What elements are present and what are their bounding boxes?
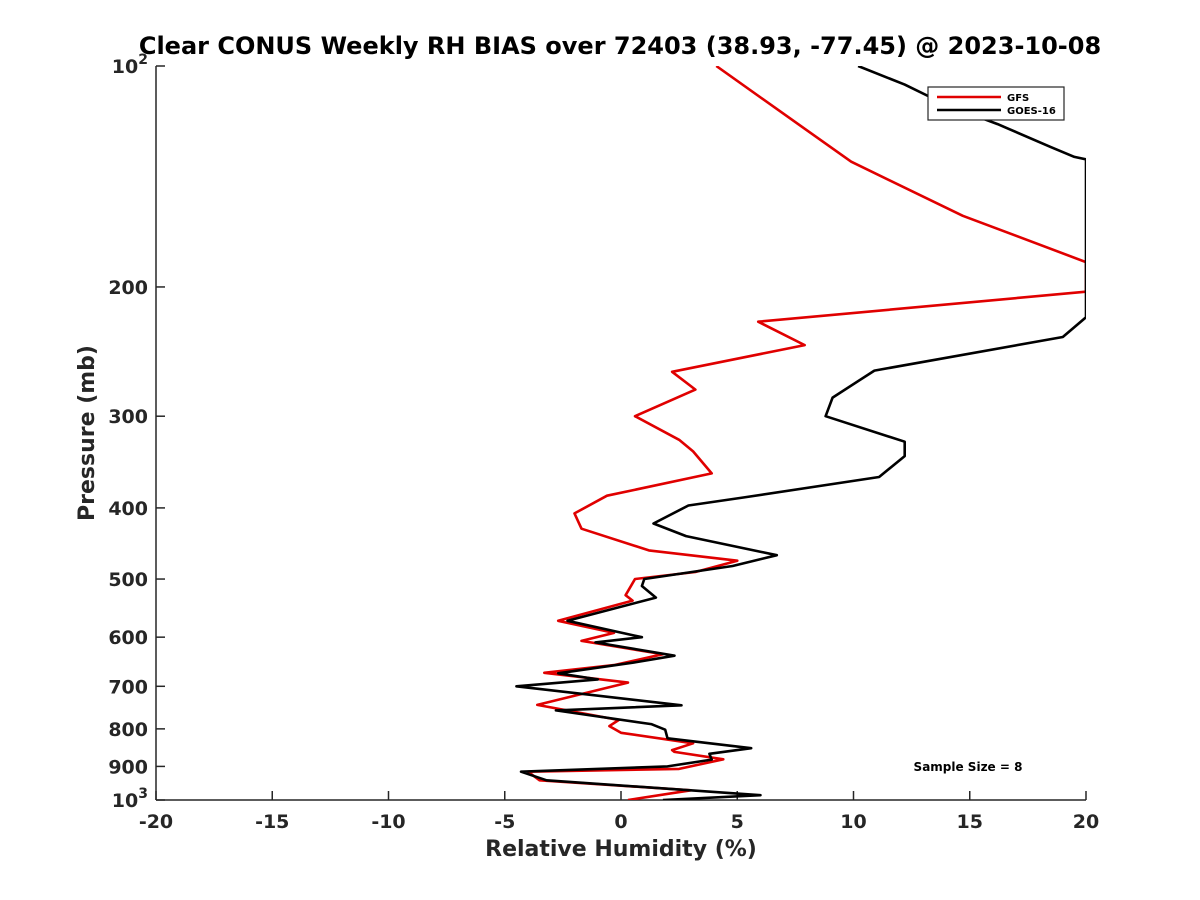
y-tick-label: 500 [108, 569, 148, 591]
y-axis-label: Pressure (mb) [75, 345, 100, 521]
x-tick-label: 5 [731, 811, 744, 833]
y-tick-label: 700 [108, 676, 148, 698]
sample-size-annotation: Sample Size = 8 [914, 760, 1023, 774]
y-tick-label: 103 [112, 786, 148, 812]
series-line-goes-16 [515, 66, 1086, 800]
chart-title: Clear CONUS Weekly RH BIAS over 72403 (3… [139, 32, 1101, 60]
y-tick-label: 200 [108, 277, 148, 299]
legend-label-gfs: GFS [1007, 93, 1029, 104]
x-tick-label: -15 [255, 811, 289, 833]
y-tick-label: 600 [108, 627, 148, 649]
x-axis-ticks: -20 -15 -10 -5 0 5 10 15 20 [139, 791, 1099, 833]
y-tick-exponent: 3 [138, 786, 148, 802]
x-tick-label: -20 [139, 811, 173, 833]
x-axis-label: Relative Humidity (%) [485, 837, 757, 862]
series-group [515, 66, 1086, 800]
y-axis-ticks: 102 200 300 400 500 600 700 800 900 103 [108, 52, 165, 812]
y-tick-label: 300 [108, 406, 148, 428]
y-tick-label: 400 [108, 498, 148, 520]
legend-label-goes-16: GOES-16 [1007, 106, 1056, 117]
series-line-gfs [526, 66, 1086, 800]
y-tick-exponent: 2 [138, 52, 148, 68]
x-tick-label: 15 [957, 811, 983, 833]
legend-box [927, 86, 1065, 121]
legend: GFS GOES-16 [927, 86, 1065, 121]
x-tick-label: -10 [371, 811, 405, 833]
y-tick-label: 900 [108, 756, 148, 778]
y-tick-label: 800 [108, 719, 148, 741]
x-tick-label: 0 [614, 811, 627, 833]
x-tick-label: 20 [1073, 811, 1099, 833]
y-tick-label: 102 [112, 52, 148, 78]
x-tick-label: -5 [494, 811, 515, 833]
x-tick-label: 10 [840, 811, 866, 833]
